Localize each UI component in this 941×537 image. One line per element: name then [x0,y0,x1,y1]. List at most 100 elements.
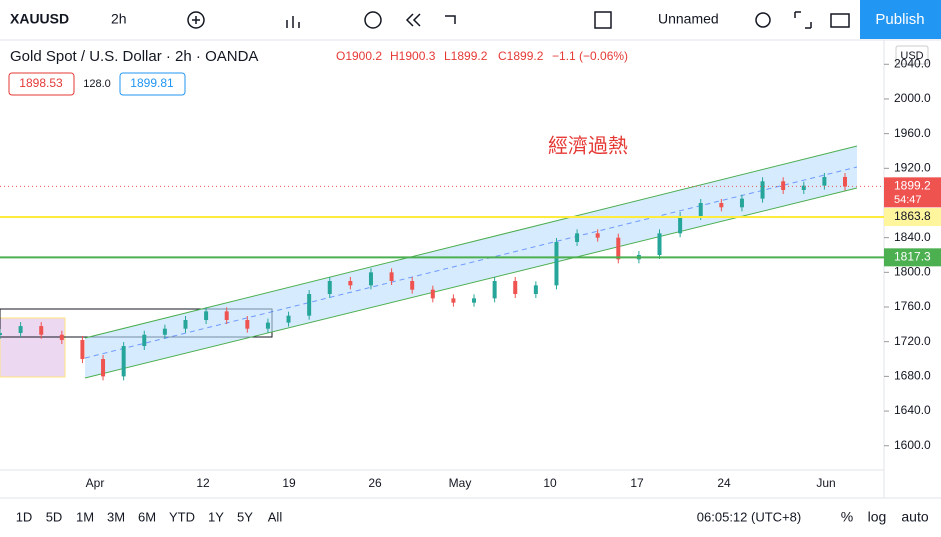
channel-lower [84,187,858,379]
candle [575,233,580,242]
ask-box[interactable] [119,72,186,96]
annotation: 經濟過熱 [548,134,628,157]
candle [265,322,270,329]
candle [719,202,724,208]
time-tick-label: Apr [86,476,105,490]
range-button[interactable]: YTD [169,509,195,524]
candle [80,339,85,360]
interval[interactable]: 2h [111,11,127,27]
publish-label[interactable]: Publish [875,11,924,28]
ask[interactable]: 1899.81 [130,76,174,90]
candle [162,328,167,335]
range-button[interactable]: 1M [76,509,94,524]
price-tick-label: 1640.0 [894,403,931,417]
candle [183,320,188,329]
candle [595,233,600,238]
time-tick-label: Jun [816,476,835,490]
candle [410,281,415,290]
candle [492,281,497,299]
toolbar [0,0,941,40]
candle [698,202,703,216]
candle [678,215,683,234]
publish-button[interactable] [860,0,941,39]
last-price-tag [884,177,941,208]
time-tick-label: 26 [368,476,382,490]
candle [142,334,147,347]
level-label: 1863.8 [894,209,931,223]
range-button[interactable]: 5Y [237,509,253,524]
candle [286,315,291,323]
percent-toggle[interactable]: % [841,509,853,525]
candle [59,334,64,340]
bid[interactable]: 1898.53 [19,76,63,90]
bid-box[interactable] [8,72,75,96]
time-tick-label: 24 [717,476,731,490]
price-tick-label: 1960.0 [894,126,931,140]
time-tick-label: 17 [630,476,644,490]
range-button[interactable]: 1Y [208,509,224,524]
currency[interactable]: USD [900,50,923,62]
candle [348,281,353,286]
layout-name[interactable]: Unnamed [658,11,719,27]
candle [801,185,806,190]
legend-high: H1900.3 [390,49,436,63]
candle [822,176,827,186]
candle [224,311,229,321]
candle [657,233,662,255]
price-tick-label: 1920.0 [894,160,931,174]
price-tick-label: 2000.0 [894,91,931,105]
currency-box[interactable] [895,45,929,65]
candle [0,333,2,336]
price-tick-label: 1840.0 [894,230,931,244]
legend-title: Gold Spot / U.S. Dollar · 2h · OANDA [10,48,258,65]
candle [307,294,312,316]
price-tick-label: 1720.0 [894,334,931,348]
legend-open: O1900.2 [336,49,382,63]
time-tick-label: 10 [543,476,557,490]
candle [204,311,209,321]
candle [739,198,744,208]
candle [121,346,126,377]
candle [327,281,332,295]
candle [513,281,518,295]
level-label: 1817.3 [894,250,931,264]
candle [760,181,765,199]
channel-mid [84,166,858,359]
log-toggle[interactable]: log [868,509,887,525]
candle [18,326,23,334]
price-tick-label: 1760.0 [894,299,931,313]
channel-upper [84,145,858,339]
candle [245,320,250,329]
candle [39,326,44,335]
legend-close: C1899.2 [498,49,544,63]
legend-change: −1.1 (−0.06%) [552,49,628,63]
range-button[interactable]: 1D [16,509,33,524]
legend-low: L1899.2 [444,49,488,63]
candle [451,298,456,303]
time-tick-label: May [449,476,472,490]
price-tick-label: 1600.0 [894,438,931,452]
toolbar-icons[interactable] [187,11,850,29]
symbol[interactable]: XAUUSD [10,11,69,27]
range-button[interactable]: 6M [138,509,156,524]
candle [533,285,538,295]
candle [616,237,621,260]
price-tick-label: 1680.0 [894,369,931,383]
auto-toggle[interactable]: auto [901,509,928,525]
candle [554,241,559,286]
range-box [0,317,66,378]
time-tick-label: 12 [196,476,210,490]
level-tag [884,248,941,267]
price-tick-label: 2040.0 [894,56,931,70]
countdown: 54:47 [894,194,922,206]
candle [472,298,477,303]
candle [389,272,394,282]
level-tag [884,208,941,227]
range-button[interactable]: 5D [46,509,63,524]
range-button[interactable]: 3M [107,509,125,524]
candle [843,176,847,187]
range-button[interactable]: All [268,509,283,524]
candle [781,181,786,190]
